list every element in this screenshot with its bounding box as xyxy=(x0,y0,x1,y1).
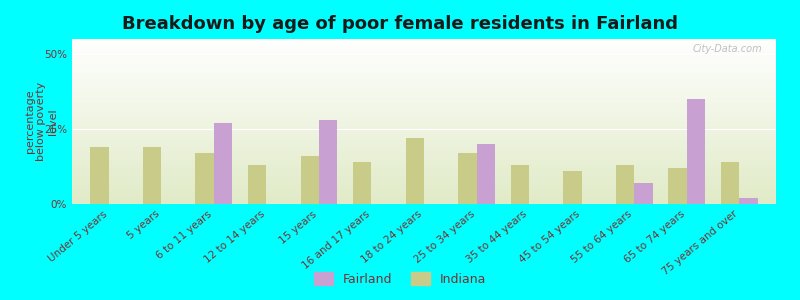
Y-axis label: percentage
below poverty
level: percentage below poverty level xyxy=(25,82,58,161)
Bar xyxy=(195,153,214,204)
Bar xyxy=(301,156,319,204)
Bar xyxy=(319,120,338,204)
Bar xyxy=(634,183,653,204)
Text: City-Data.com: City-Data.com xyxy=(692,44,762,54)
Bar xyxy=(616,165,634,204)
Bar xyxy=(563,171,582,204)
Text: Breakdown by age of poor female residents in Fairland: Breakdown by age of poor female resident… xyxy=(122,15,678,33)
Bar xyxy=(668,168,686,204)
Bar xyxy=(214,123,232,204)
Bar xyxy=(510,165,529,204)
Bar xyxy=(477,144,495,204)
Bar xyxy=(90,147,109,204)
Legend: Fairland, Indiana: Fairland, Indiana xyxy=(309,267,491,291)
Bar xyxy=(353,162,371,204)
Bar xyxy=(739,198,758,204)
Bar xyxy=(458,153,477,204)
Bar xyxy=(406,138,424,204)
Bar xyxy=(248,165,266,204)
Bar xyxy=(143,147,162,204)
Bar xyxy=(686,99,705,204)
Bar xyxy=(721,162,739,204)
